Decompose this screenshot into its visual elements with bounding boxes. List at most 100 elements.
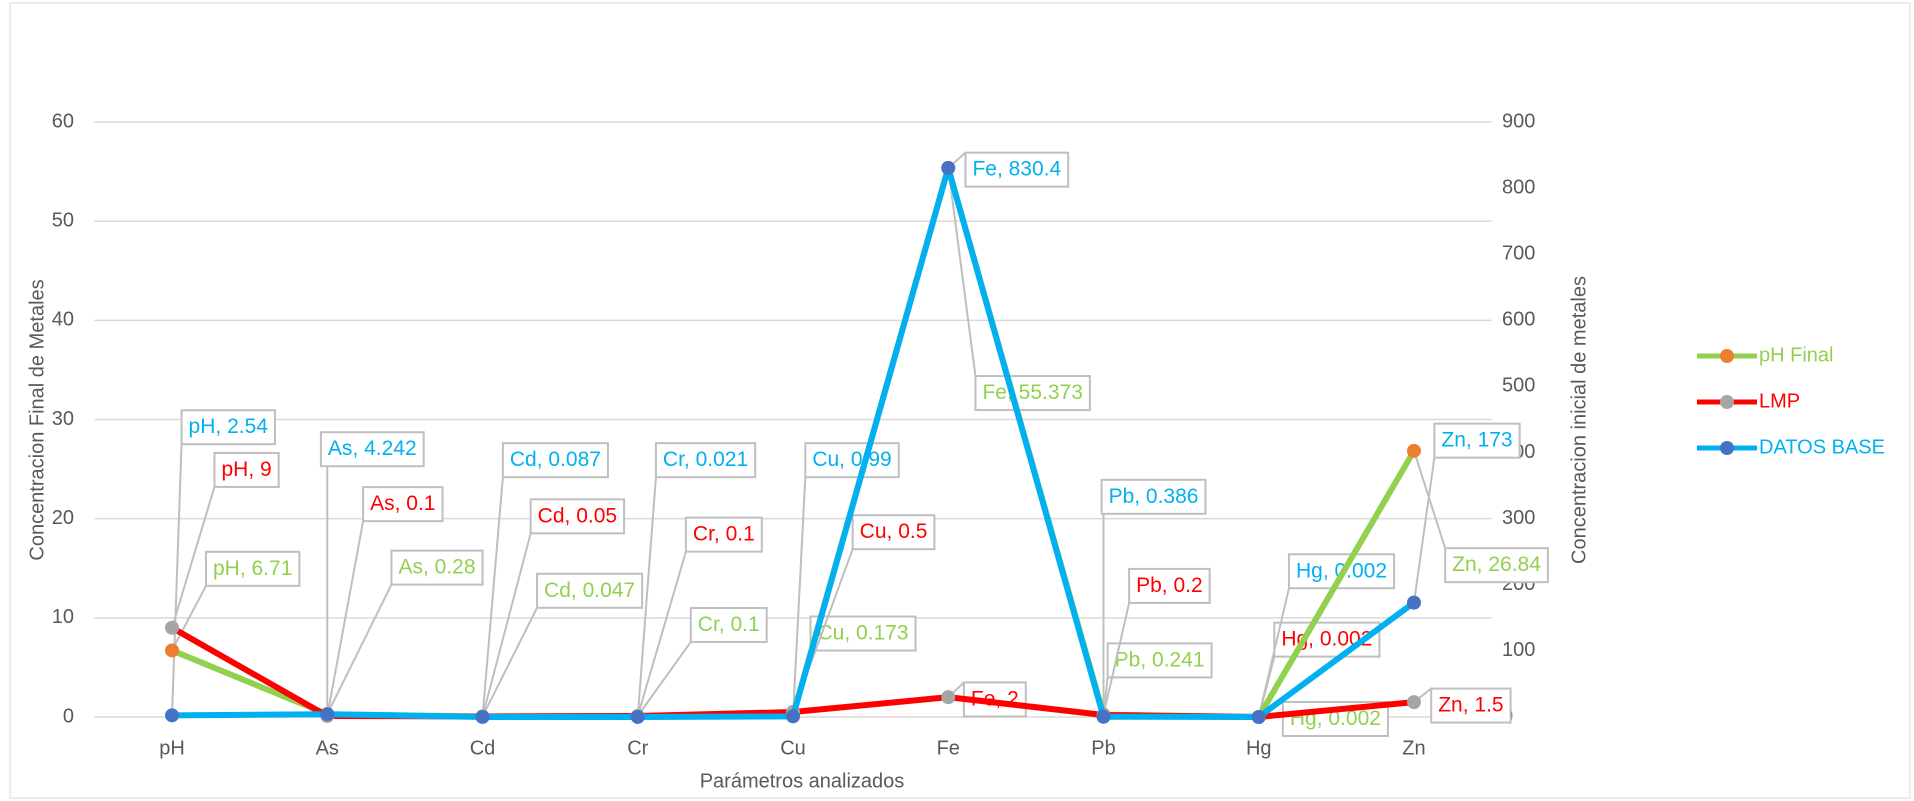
label-box bbox=[689, 606, 768, 643]
label-separator: , bbox=[997, 157, 1009, 180]
label-text: As, 0.1 bbox=[370, 492, 435, 515]
label-category: Hg bbox=[1296, 559, 1323, 582]
leader-line bbox=[636, 641, 692, 717]
legend-label: pH Final bbox=[1759, 344, 1833, 366]
label-separator: , bbox=[395, 492, 407, 515]
label-value: 0.002 bbox=[1328, 707, 1381, 730]
label-value: 0.99 bbox=[851, 448, 892, 471]
label-text: Cu, 0.99 bbox=[812, 448, 891, 471]
label-text: As, 0.28 bbox=[398, 555, 475, 578]
label-separator: , bbox=[1323, 559, 1335, 582]
y-tick-label: 30 bbox=[52, 408, 74, 430]
y-tick-label: 0 bbox=[63, 705, 74, 727]
label-text: Zn, 1.5 bbox=[1438, 693, 1503, 716]
label-category: Cr bbox=[663, 448, 685, 471]
data-label: Cr, 0.021 bbox=[636, 442, 757, 718]
leader-line bbox=[326, 584, 393, 715]
label-separator: , bbox=[719, 613, 731, 636]
data-label: Pb, 0.386 bbox=[1100, 478, 1207, 717]
label-category: Cd bbox=[544, 578, 571, 601]
label-value: 9 bbox=[260, 458, 272, 481]
label-category: As bbox=[398, 555, 423, 578]
label-value: 0.386 bbox=[1146, 484, 1199, 507]
label-value: 0.173 bbox=[856, 621, 909, 644]
label-value: 0.1 bbox=[726, 522, 755, 545]
label-category: Zn bbox=[1438, 693, 1463, 716]
label-separator: , bbox=[1162, 573, 1174, 596]
label-text: Cr, 0.1 bbox=[693, 522, 755, 545]
y-tick-label: 20 bbox=[52, 507, 74, 529]
label-box bbox=[1430, 687, 1512, 724]
label-separator: , bbox=[1308, 627, 1320, 650]
data-label: Pb, 0.241 bbox=[1102, 642, 1213, 715]
label-text: Zn, 173 bbox=[1441, 428, 1512, 451]
label-separator: , bbox=[423, 555, 435, 578]
label-value: 0.087 bbox=[548, 448, 601, 471]
label-value: 0.05 bbox=[576, 504, 617, 527]
label-box bbox=[1100, 478, 1207, 515]
label-value: 2 bbox=[1007, 687, 1019, 710]
label-category: Cu bbox=[812, 448, 839, 471]
label-separator: , bbox=[240, 556, 252, 579]
label-separator: , bbox=[714, 522, 726, 545]
label-category: Pb bbox=[1136, 573, 1162, 596]
y2-tick-label: 700 bbox=[1502, 243, 1535, 265]
x-tick-label: As bbox=[316, 737, 339, 759]
label-box bbox=[804, 442, 900, 479]
label-separator: , bbox=[215, 415, 227, 438]
x-tick-label: Fe bbox=[937, 737, 960, 759]
label-category: As bbox=[328, 437, 353, 460]
data-label: As, 0.1 bbox=[326, 486, 444, 717]
label-value: 173 bbox=[1478, 428, 1513, 451]
label-value: 4.242 bbox=[364, 437, 417, 460]
label-category: pH bbox=[213, 556, 240, 579]
legend-label: DATOS BASE bbox=[1759, 436, 1885, 458]
x-tick-label: pH bbox=[159, 737, 185, 759]
label-box bbox=[1128, 567, 1211, 604]
data-label: Hg, 0.002 bbox=[1258, 700, 1389, 737]
data-label: Cu, 0.99 bbox=[792, 442, 900, 717]
x-tick-label: Cr bbox=[627, 737, 648, 759]
leader-line bbox=[481, 607, 538, 717]
data-point bbox=[941, 690, 956, 705]
leader-line bbox=[792, 477, 807, 717]
label-separator: , bbox=[1140, 648, 1152, 671]
data-label: Cu, 0.5 bbox=[792, 514, 936, 713]
label-box bbox=[964, 151, 1070, 188]
label-text: Cd, 0.05 bbox=[538, 504, 617, 527]
data-point bbox=[1406, 443, 1421, 458]
y2-axis-label: Concentracion inicial de metales bbox=[1568, 276, 1590, 564]
data-label: Pb, 0.2 bbox=[1102, 567, 1211, 716]
data-point bbox=[165, 643, 180, 658]
label-separator: , bbox=[887, 520, 899, 543]
label-category: pH bbox=[221, 458, 248, 481]
leader-line bbox=[481, 533, 532, 717]
label-text: Pb, 0.241 bbox=[1115, 648, 1205, 671]
leader-line bbox=[1102, 602, 1131, 716]
y-tick-label: 60 bbox=[52, 110, 74, 132]
y-axis-label: Concentracion Final de Metales bbox=[26, 279, 48, 560]
label-value: 0.28 bbox=[435, 555, 476, 578]
label-box bbox=[1287, 553, 1396, 590]
label-category: Zn bbox=[1452, 553, 1477, 576]
label-box bbox=[536, 572, 644, 609]
legend-marker bbox=[1720, 349, 1734, 363]
leader-line bbox=[1412, 457, 1436, 603]
label-box bbox=[809, 615, 917, 652]
label-text: Cr, 0.1 bbox=[698, 613, 760, 636]
label-box bbox=[1433, 422, 1521, 459]
label-box bbox=[501, 442, 609, 479]
data-label: pH, 2.54 bbox=[171, 409, 276, 716]
leader-line bbox=[947, 167, 977, 377]
label-box bbox=[362, 486, 444, 523]
y2-tick-label: 800 bbox=[1502, 176, 1535, 198]
label-box bbox=[204, 550, 301, 587]
label-text: Fe, 55.373 bbox=[982, 381, 1082, 404]
label-category: Fe bbox=[972, 157, 997, 180]
label-text: Pb, 0.2 bbox=[1136, 573, 1203, 596]
data-label: As, 4.242 bbox=[319, 431, 425, 715]
x-tick-label: Cd bbox=[470, 737, 496, 759]
data-label: Cr, 0.1 bbox=[636, 606, 768, 717]
